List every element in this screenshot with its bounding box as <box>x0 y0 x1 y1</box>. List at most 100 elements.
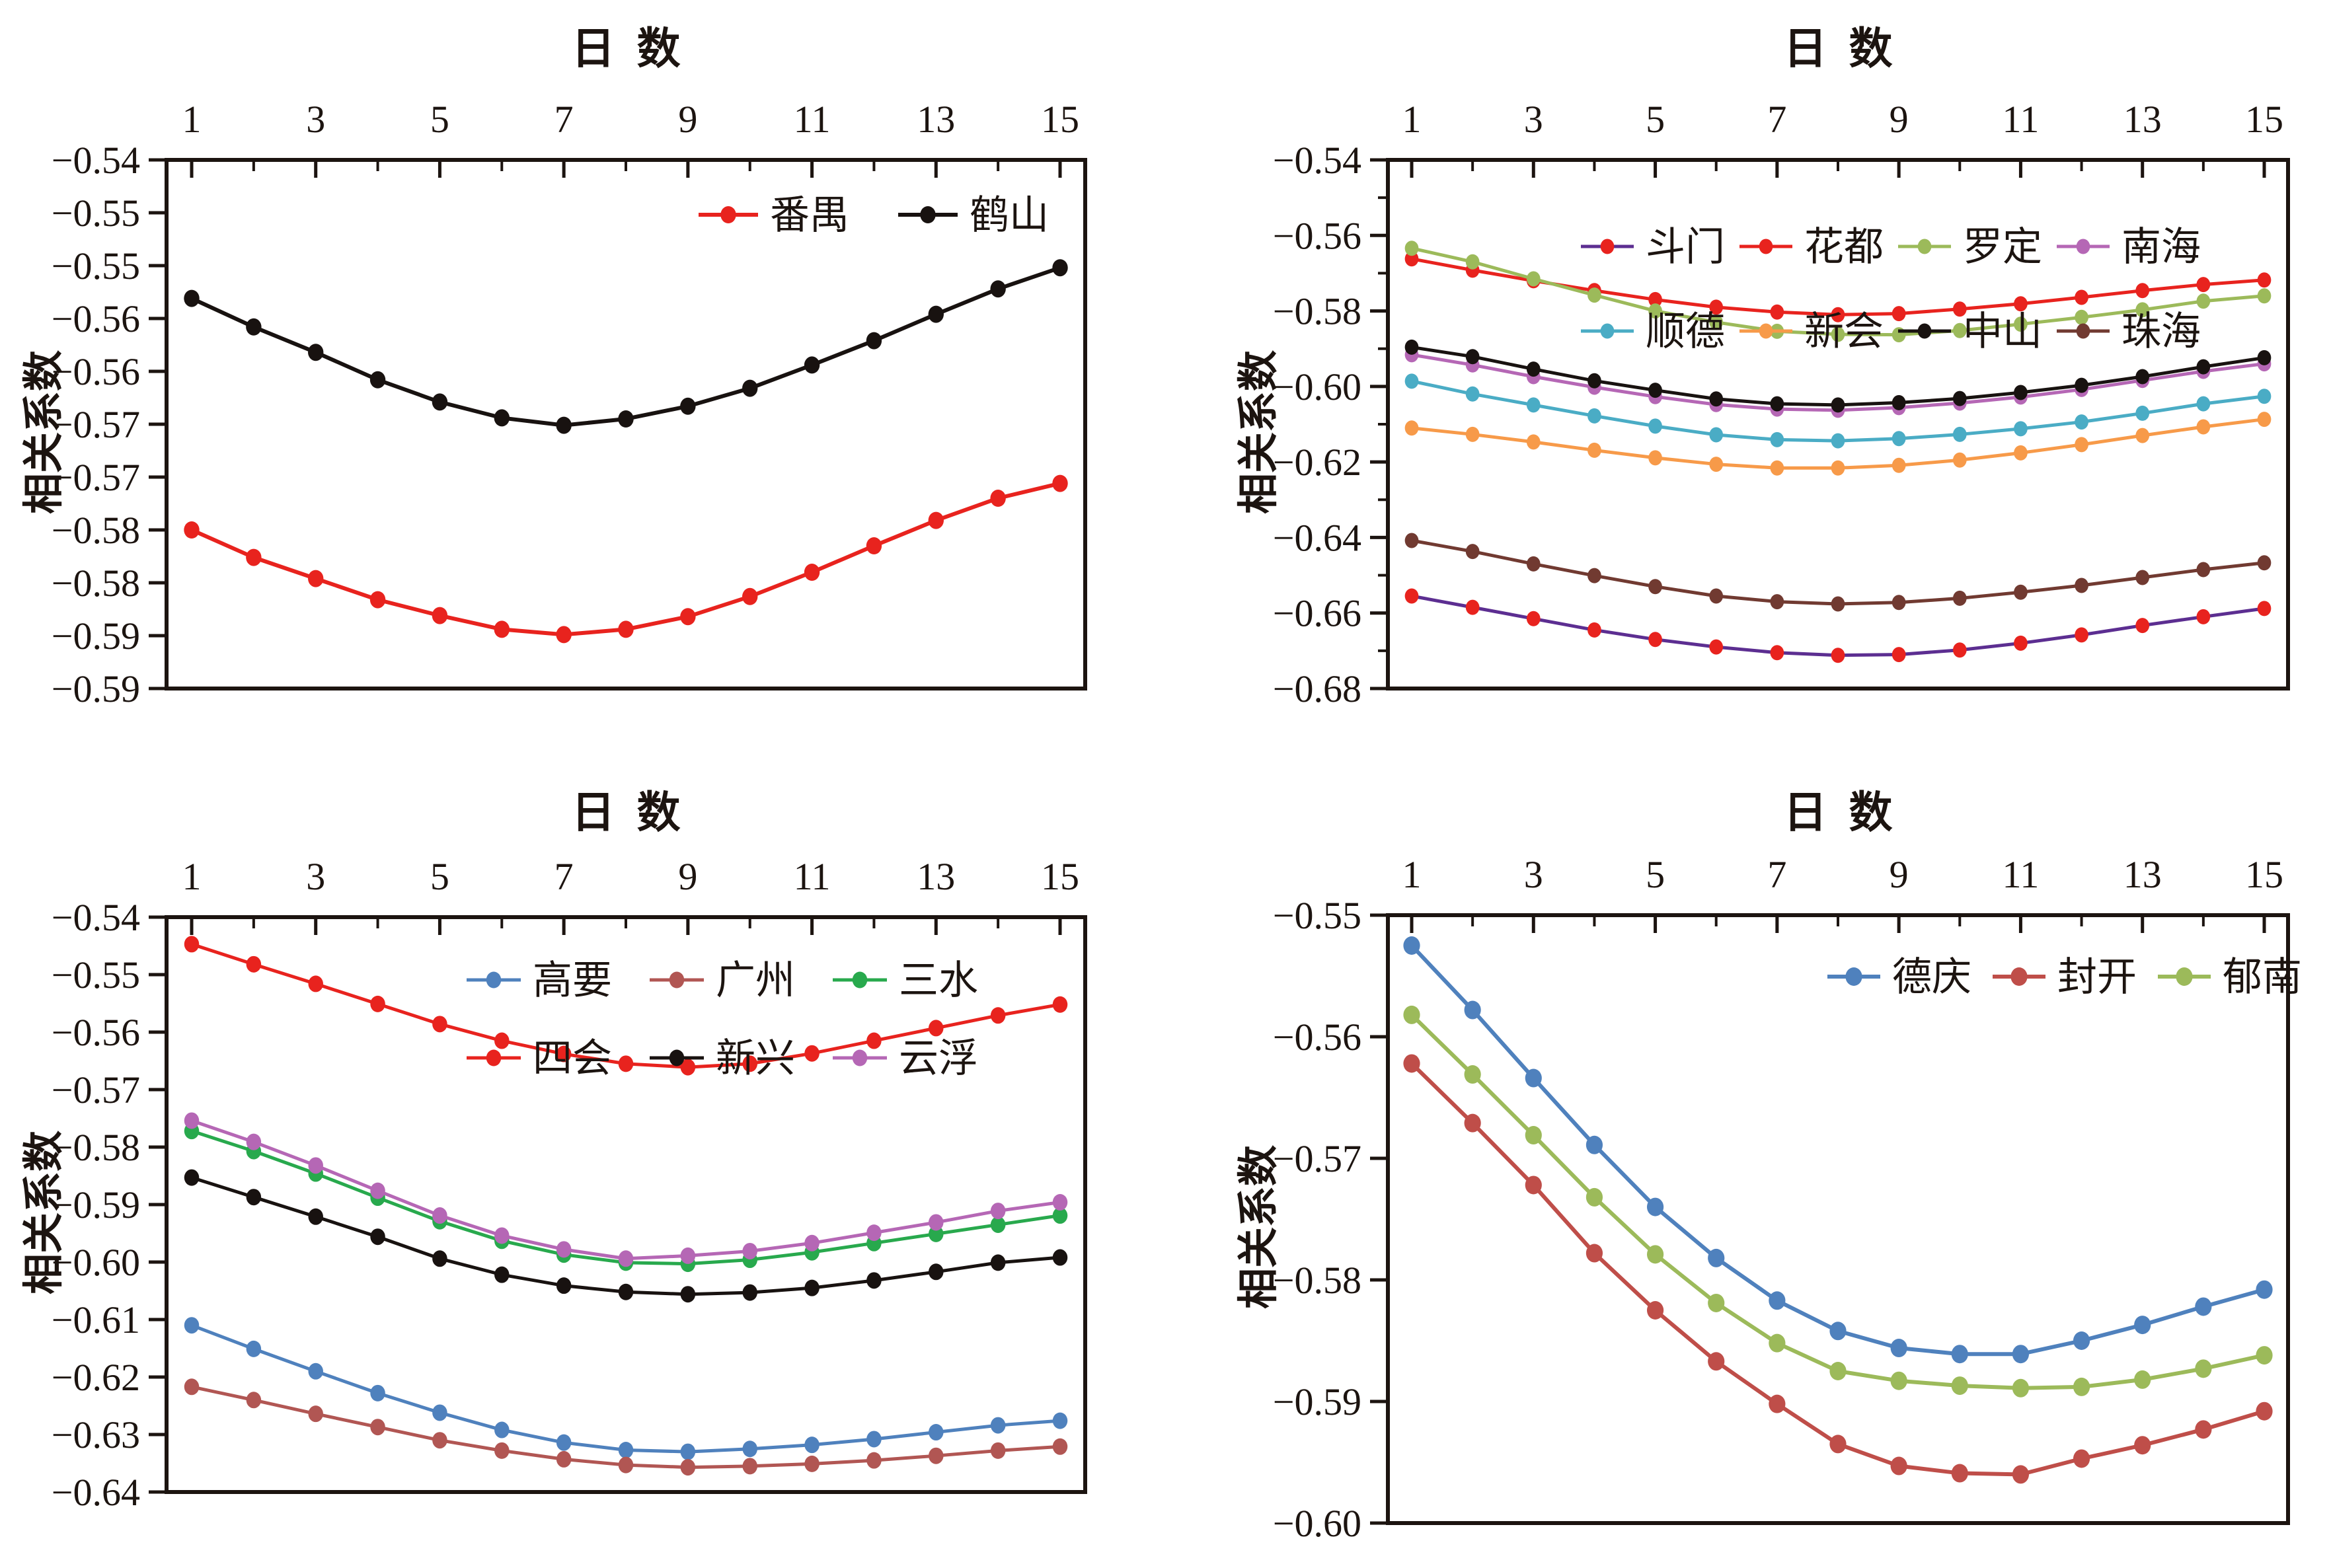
data-point-xinxing <box>680 1286 696 1303</box>
data-point-shunde <box>2257 389 2272 404</box>
x-tick-label: 3 <box>1524 853 1543 896</box>
data-point-yunan <box>2134 1370 2151 1389</box>
data-point-panyu <box>432 607 448 624</box>
data-point-fengkai <box>1403 1054 1420 1073</box>
data-point-xinhui <box>2257 412 2272 428</box>
data-point-zhuhai <box>2257 555 2272 571</box>
data-point-yunan <box>1464 1065 1481 1084</box>
data-point-xinxing <box>494 1266 510 1283</box>
legend-label: 郁南 <box>2223 955 2302 999</box>
data-point-zhongshan <box>2014 385 2028 400</box>
data-point-deqing <box>1646 1197 1664 1216</box>
legend-item-panyu: 番禺 <box>699 194 849 237</box>
y-tick-label: −0.59 <box>52 1183 140 1226</box>
data-point-panyu <box>866 537 882 554</box>
data-point-fengkai <box>1586 1244 1603 1263</box>
x-tick-label: 15 <box>1041 855 1079 898</box>
data-point-yunan <box>1890 1371 1907 1390</box>
data-point-heshan <box>494 409 510 427</box>
x-tick-label: 7 <box>1767 853 1786 896</box>
data-point-luoding <box>1465 254 1480 270</box>
y-tick-label: −0.57 <box>52 1068 140 1111</box>
data-point-zhuhai <box>1587 568 1601 583</box>
x-tick-label: 5 <box>430 98 449 141</box>
data-point-doumen <box>2257 601 2272 616</box>
panel1-y-axis-label: 相关系数 <box>22 350 67 515</box>
data-point-panyu <box>618 620 634 638</box>
y-tick-label: −0.60 <box>1273 365 1361 408</box>
data-point-xinhui <box>2014 445 2028 461</box>
data-point-guangzhou <box>742 1458 757 1475</box>
data-point-luoding <box>2196 293 2211 309</box>
data-point-deqing <box>1586 1135 1603 1154</box>
x-tick-label: 9 <box>678 855 697 898</box>
data-point-sihui <box>866 1032 882 1049</box>
data-point-heshan <box>308 344 324 361</box>
data-point-shunde <box>1648 418 1662 434</box>
data-point-panyu <box>804 564 820 581</box>
data-point-fengkai <box>1951 1464 1968 1483</box>
x-tick-label: 5 <box>1646 853 1665 896</box>
legend-bottom-right: 德庆 封开 郁南 <box>1827 955 2302 999</box>
data-point-fengkai <box>1464 1113 1481 1133</box>
series-line-fengkai <box>1410 1062 2265 1477</box>
legend-item-zhongshan: 中山 <box>1898 310 2042 354</box>
legend-item-huadu: 花都 <box>1739 225 1884 269</box>
plot-border <box>1386 913 2290 1525</box>
data-point-gaoyao <box>308 1363 323 1380</box>
y-tick-label: −0.56 <box>1273 1016 1361 1059</box>
data-point-doumen <box>2135 618 2150 634</box>
data-point-yunfu <box>370 1182 385 1199</box>
data-point-luoding <box>1526 271 1541 287</box>
data-point-zhongshan <box>1526 361 1541 377</box>
y-tick-label: −0.66 <box>1273 592 1361 635</box>
data-point-shunde <box>1587 408 1601 424</box>
data-point-zhongshan <box>1648 383 1662 398</box>
data-point-yunfu <box>308 1157 323 1174</box>
data-point-shunde <box>1404 373 1419 389</box>
data-point-zhuhai <box>1952 590 1967 606</box>
x-tick-label: 13 <box>917 855 955 898</box>
data-point-xinhui <box>1770 460 1784 476</box>
legend-marker-dot <box>669 971 685 989</box>
data-point-huadu <box>1648 291 1662 307</box>
data-point-shunde <box>1770 431 1784 447</box>
data-point-panyu <box>308 570 324 587</box>
legend-item-yunfu: 云浮 <box>833 1037 978 1080</box>
data-point-sanshui <box>929 1225 944 1242</box>
data-point-xinhui <box>1587 442 1601 458</box>
x-tick-label: 11 <box>2002 853 2039 896</box>
data-point-gaoyao <box>370 1384 385 1401</box>
data-point-huadu <box>1952 301 1967 317</box>
data-point-luoding <box>1831 326 1845 342</box>
data-point-doumen <box>2196 609 2211 624</box>
y-tick-label: −0.62 <box>1273 441 1361 484</box>
legend-marker-dot <box>1759 323 1773 339</box>
y-tick-label: −0.56 <box>52 297 140 340</box>
data-point-guangzhou <box>929 1447 944 1464</box>
legend-label: 罗定 <box>1963 225 2042 269</box>
data-point-deqing <box>1403 936 1420 955</box>
legend-marker-dot <box>1600 323 1615 339</box>
data-point-yunan <box>1525 1126 1542 1145</box>
data-point-yunan <box>2073 1377 2090 1396</box>
data-point-yunfu <box>866 1224 882 1242</box>
legend-label: 中山 <box>1963 310 2042 354</box>
data-point-huadu <box>1770 304 1784 320</box>
data-point-gaoyao <box>494 1421 510 1438</box>
data-point-huadu <box>2135 283 2150 299</box>
data-point-xinxing <box>804 1279 820 1296</box>
data-point-guangzhou <box>804 1455 820 1472</box>
data-point-gaoyao <box>742 1440 757 1458</box>
data-point-shunde <box>2135 405 2150 421</box>
data-point-yunan <box>2256 1346 2273 1365</box>
data-point-heshan <box>618 410 634 428</box>
legend-label: 三水 <box>899 959 978 1002</box>
y-tick-label: −0.56 <box>1273 214 1361 257</box>
data-point-guangzhou <box>556 1450 572 1468</box>
x-tick-label: 15 <box>2245 98 2283 141</box>
data-point-zhongshan <box>1404 339 1419 355</box>
data-point-heshan <box>928 305 944 323</box>
data-point-sanshui <box>990 1216 1006 1233</box>
data-point-gaoyao <box>246 1340 262 1357</box>
